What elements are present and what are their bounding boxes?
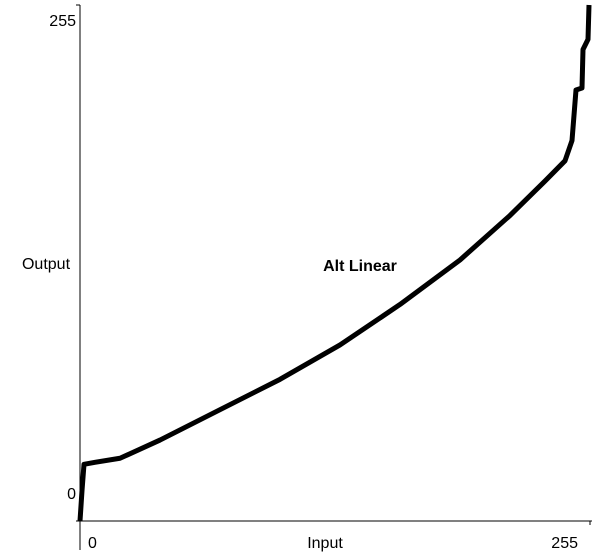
y-tick-label: 0 bbox=[67, 486, 76, 503]
y-axis-label: Output bbox=[22, 256, 71, 273]
x-axis-label: Input bbox=[307, 535, 343, 552]
x-tick-label: 0 bbox=[88, 535, 97, 552]
x-tick-label: 255 bbox=[551, 535, 578, 552]
y-tick-label: 255 bbox=[49, 13, 76, 30]
annotation: Alt Linear bbox=[323, 258, 397, 275]
curve bbox=[77, 4, 592, 522]
